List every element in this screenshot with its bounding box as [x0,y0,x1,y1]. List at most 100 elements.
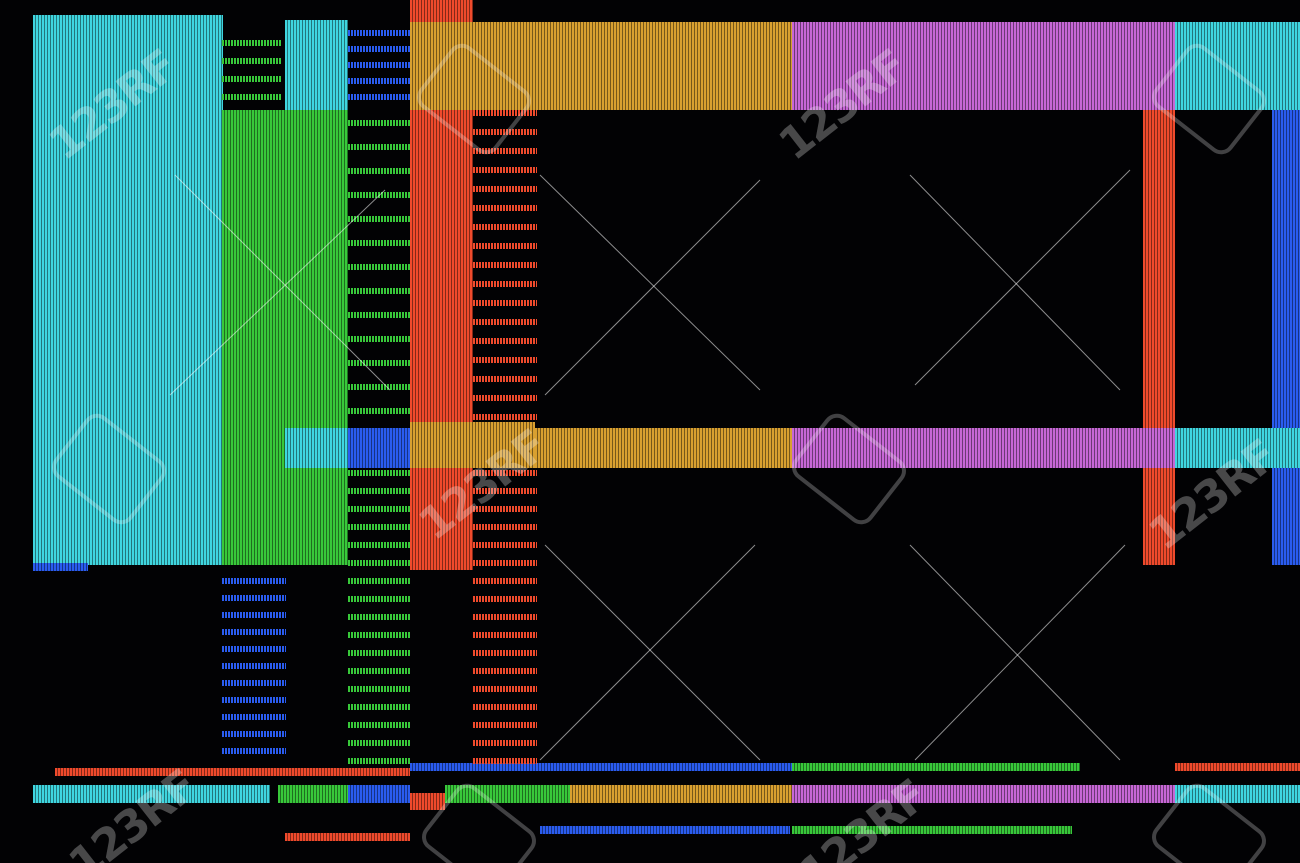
red-dash-row [473,338,537,344]
red-dash-row [473,243,537,249]
blue-dash-row [222,629,286,635]
green-dash-row [222,130,282,136]
magenta-pixel-block [792,22,1175,110]
green-dash-row [348,506,410,512]
green-dash-row [348,722,410,728]
blue-dash-row [348,46,410,52]
red-pixel-block [55,768,410,776]
blue-dash-row [348,78,410,84]
diagonal-line [544,544,761,761]
red-pixel-block [285,833,410,841]
green-dash-row [348,120,410,126]
red-dash-row [473,376,537,382]
green-dash-row [348,168,410,174]
green-dash-row [348,144,410,150]
red-dash-row [473,596,537,602]
red-dash-row [473,319,537,325]
green-dash-row [222,76,282,82]
red-pixel-block [1143,110,1175,565]
diagonal-line [914,544,1126,761]
green-dash-row [348,216,410,222]
red-dash-row [473,357,537,363]
diagonal-line [909,544,1121,761]
green-dash-row [348,542,410,548]
magenta-pixel-block [792,785,1175,803]
green-dash-row [348,560,410,566]
blue-dash-row [348,94,410,100]
red-dash-row [473,205,537,211]
diagonal-line [539,544,756,761]
green-dash-row [348,668,410,674]
green-dash-row [222,166,282,172]
green-pixel-block [792,763,1080,771]
red-dash-row [473,524,537,530]
blue-pixel-block [410,763,792,771]
magenta-pixel-block [792,428,1175,468]
red-dash-row [473,614,537,620]
blue-dash-row [222,612,286,618]
green-dash-row [348,488,410,494]
red-pixel-block [410,793,445,810]
red-dash-row [473,632,537,638]
red-dash-row [473,506,537,512]
cyan-pixel-block [285,20,348,110]
green-dash-row [348,650,410,656]
red-dash-row [473,668,537,674]
cyan-pixel-block [1175,22,1300,110]
green-dash-row [348,264,410,270]
blue-dash-row [222,748,286,754]
cyan-pixel-block [1175,785,1300,803]
diagonal-line [909,174,1121,391]
green-dash-row [222,58,282,64]
orange-pixel-block [410,422,535,468]
green-dash-row [348,632,410,638]
red-dash-row [473,129,537,135]
green-dash-row [348,470,410,476]
red-dash-row [473,650,537,656]
green-dash-row [348,614,410,620]
green-dash-row [348,740,410,746]
green-dash-row [348,686,410,692]
red-dash-row [473,704,537,710]
green-pixel-block [278,785,348,803]
cyan-pixel-block [1175,428,1300,468]
green-dash-row [222,112,282,118]
green-dash-row [348,758,410,764]
blue-dash-row [222,714,286,720]
green-pixel-block [445,785,570,803]
blue-dash-row [222,680,286,686]
green-pixel-block [792,826,1072,834]
green-dash-row [222,148,282,154]
diagonal-line [174,174,391,391]
green-dash-row [222,94,282,100]
blue-dash-row [348,62,410,68]
red-dash-row [473,395,537,401]
red-dash-row [473,110,537,116]
diagonal-line [914,169,1131,386]
orange-pixel-block [535,428,792,468]
red-dash-row [473,686,537,692]
red-dash-row [473,224,537,230]
red-dash-row [473,281,537,287]
blue-dash-row [222,731,286,737]
green-dash-row [222,184,282,190]
green-dash-row [222,202,282,208]
green-dash-row [222,40,282,46]
red-dash-row [473,488,537,494]
diagonal-line [539,174,761,391]
blue-dash-row [222,595,286,601]
red-dash-row [473,722,537,728]
cyan-pixel-block [33,785,270,803]
red-dash-row [473,560,537,566]
blue-pixel-block [33,563,88,571]
green-dash-row [348,408,410,414]
red-dash-row [473,758,537,764]
green-dash-row [348,240,410,246]
blue-pixel-block [348,428,410,468]
green-dash-row [348,524,410,530]
blue-pixel-block [1272,110,1300,565]
green-dash-row [348,384,410,390]
orange-pixel-block [570,785,792,803]
